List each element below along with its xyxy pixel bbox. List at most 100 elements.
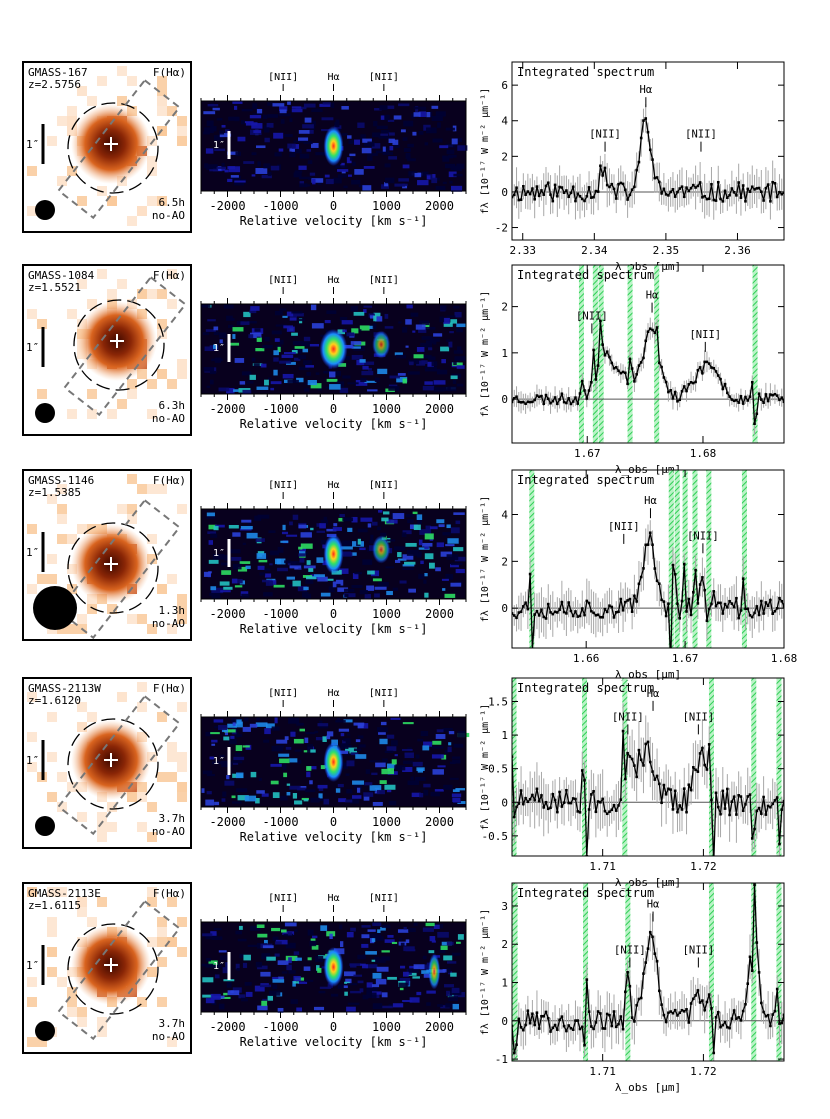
spectrum-point bbox=[678, 187, 682, 190]
pv-noise-pixel bbox=[228, 324, 234, 328]
pv-noise-pixel bbox=[384, 750, 394, 754]
pv-noise-pixel bbox=[205, 799, 215, 806]
y-tick-label: 1 bbox=[501, 977, 508, 990]
pv-noise-pixel bbox=[447, 538, 459, 544]
pv-noise-pixel bbox=[205, 148, 214, 154]
pv-noise-pixel bbox=[269, 580, 277, 585]
spectrum-point bbox=[710, 1007, 713, 1010]
ao-mode: no-AO bbox=[152, 825, 185, 838]
spectrum-point bbox=[533, 197, 536, 201]
pv-noise-pixel bbox=[350, 306, 358, 312]
pv-noise-pixel bbox=[227, 990, 240, 996]
pv-x-tick-label: -2000 bbox=[209, 199, 245, 213]
pv-noise-pixel bbox=[396, 376, 408, 383]
pv-noise-pixel bbox=[289, 356, 293, 363]
spectrum-point bbox=[544, 800, 548, 804]
map-pixel bbox=[147, 534, 157, 544]
pv-noise-pixel bbox=[290, 999, 298, 1004]
pv-noise-pixel bbox=[333, 177, 342, 184]
map-pixel bbox=[137, 682, 147, 692]
aperture-circle bbox=[67, 718, 159, 810]
pv-noise-pixel bbox=[435, 111, 446, 117]
pv-noise-pixel bbox=[236, 733, 243, 738]
spectrum-point bbox=[522, 400, 525, 404]
map-pixel bbox=[67, 309, 77, 319]
pv-noise-pixel bbox=[416, 360, 426, 366]
pv-noise-pixel bbox=[346, 760, 355, 767]
map-pixel bbox=[47, 494, 57, 504]
pv-noise-pixel bbox=[445, 143, 456, 148]
pv-noise-pixel bbox=[286, 576, 296, 580]
spectrum-point bbox=[769, 1024, 772, 1028]
spectrum-point bbox=[692, 997, 695, 1001]
pv-noise-pixel bbox=[205, 998, 215, 1004]
pv-noise-pixel bbox=[371, 991, 382, 995]
spectrum-point bbox=[580, 197, 584, 201]
pv-noise-pixel bbox=[357, 954, 366, 960]
pv-noise-pixel bbox=[242, 726, 251, 732]
map-pixel bbox=[157, 584, 167, 594]
spectrum-point bbox=[610, 361, 614, 365]
pv-noise-pixel bbox=[393, 115, 402, 120]
spectrum-point bbox=[771, 180, 774, 184]
pv-noise-pixel bbox=[372, 132, 381, 138]
pv-noise-pixel bbox=[334, 122, 340, 128]
spectrum-point bbox=[651, 770, 654, 773]
pv-noise-pixel bbox=[254, 985, 265, 992]
pv-noise-pixel bbox=[428, 347, 433, 351]
spectrum-point bbox=[537, 395, 541, 399]
pv-halpha-emission bbox=[323, 126, 344, 166]
spectrum-point bbox=[685, 389, 688, 393]
sky-line-band bbox=[674, 470, 680, 648]
spectrum-point bbox=[567, 601, 570, 604]
spectrum-point bbox=[646, 543, 650, 546]
map-pixel bbox=[57, 484, 67, 494]
pv-noise-pixel bbox=[359, 589, 368, 595]
pv-noise-pixel bbox=[255, 145, 266, 149]
pv-noise-pixel bbox=[351, 179, 361, 185]
spectrum-point bbox=[676, 810, 679, 814]
pv-noise-pixel bbox=[349, 797, 360, 804]
spectrum-panel: Integrated spectrum[NII]Hα[NII]-202462.3… bbox=[480, 61, 785, 273]
pv-noise-pixel bbox=[306, 576, 317, 580]
pv-noise-pixel bbox=[421, 336, 433, 340]
pv-noise-pixel bbox=[403, 946, 415, 952]
pv-noise-pixel bbox=[351, 584, 363, 588]
spectrum-point bbox=[533, 798, 536, 802]
pv-noise-pixel bbox=[405, 345, 409, 348]
redshift-label: z=2.5756 bbox=[28, 78, 81, 91]
pv-noise-pixel bbox=[448, 742, 452, 746]
pv-noise-pixel bbox=[424, 546, 429, 550]
pv-noise-pixel bbox=[323, 798, 330, 805]
map-pixel bbox=[67, 126, 77, 136]
pv-noise-pixel bbox=[429, 936, 436, 942]
spectrum-point bbox=[594, 1021, 598, 1024]
pv-noise-pixel bbox=[235, 151, 241, 156]
pv-noise-pixel bbox=[386, 790, 392, 793]
pv-noise-pixel bbox=[399, 987, 404, 991]
spectrum-title: Integrated spectrum bbox=[517, 268, 654, 282]
spectrum-point bbox=[705, 1000, 709, 1004]
pv-noise-pixel bbox=[365, 769, 371, 774]
y-tick-label: 2 bbox=[501, 301, 508, 314]
spectrum-point bbox=[723, 189, 727, 193]
spectrum-point bbox=[755, 809, 759, 813]
pv-noise-pixel bbox=[278, 148, 284, 152]
pv-noise-pixel bbox=[397, 558, 407, 561]
pv-noise-pixel bbox=[349, 156, 354, 161]
slit-box bbox=[57, 78, 181, 220]
pv-noise-pixel bbox=[262, 998, 268, 1003]
spectrum-point bbox=[551, 399, 555, 403]
pv-noise-pixel bbox=[286, 311, 294, 317]
pv-noise-pixel bbox=[231, 760, 243, 764]
pv-noise-pixel bbox=[271, 927, 281, 932]
map-pixel bbox=[157, 96, 167, 106]
pv-noise-pixel bbox=[209, 370, 217, 375]
pv-noise-pixel bbox=[326, 378, 338, 382]
scale-label: 1″ bbox=[26, 959, 39, 972]
spectrum-point bbox=[658, 782, 661, 786]
spectrum-point bbox=[696, 602, 700, 605]
spectrum-point bbox=[537, 1027, 541, 1030]
pv-noise-pixel bbox=[298, 546, 303, 550]
pv-noise-pixel bbox=[290, 731, 296, 737]
